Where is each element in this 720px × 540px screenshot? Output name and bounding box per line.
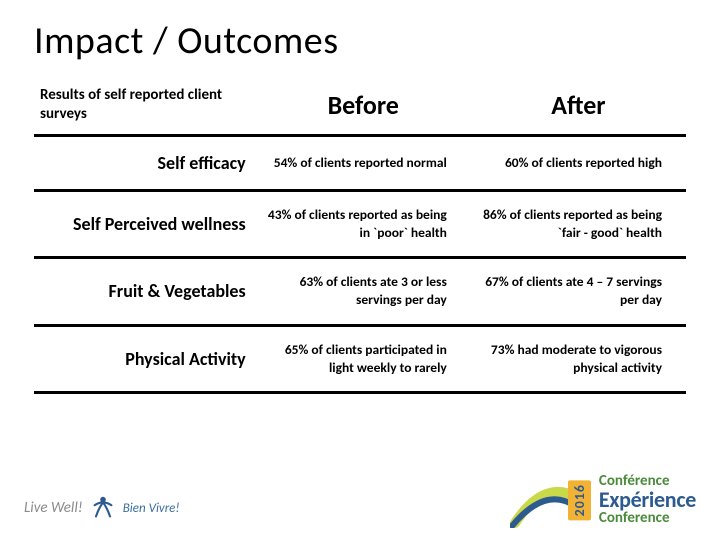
table-header-row: Results of self reported client surveys …: [34, 78, 686, 135]
cell-after: 73% had moderate to vigorous physical ac…: [471, 325, 686, 392]
header-after: After: [471, 78, 686, 135]
logo-live-well: Live Well! Bien Vivre!: [24, 494, 180, 522]
row-label: Self Perceived wellness: [34, 190, 256, 257]
table-body: Self efficacy54% of clients reported nor…: [34, 135, 686, 393]
table-row: Self efficacy54% of clients reported nor…: [34, 135, 686, 190]
cell-before: 54% of clients reported normal: [256, 135, 471, 190]
bien-vivre-text: Bien Vivre!: [123, 501, 180, 516]
header-before: Before: [256, 78, 471, 135]
cell-after: 67% of clients ate 4 – 7 servings per da…: [471, 258, 686, 325]
conference-year: 2016: [568, 480, 591, 520]
cell-before: 65% of clients participated in light wee…: [256, 325, 471, 392]
conference-line2: Expérience: [599, 489, 696, 511]
table-row: Self Perceived wellness43% of clients re…: [34, 190, 686, 257]
table-row: Physical Activity65% of clients particip…: [34, 325, 686, 392]
outcomes-table-wrap: Results of self reported client surveys …: [0, 64, 720, 394]
cell-after: 60% of clients reported high: [471, 135, 686, 190]
conference-line3: Conference: [599, 511, 696, 526]
table-row: Fruit & Vegetables63% of clients ate 3 o…: [34, 258, 686, 325]
live-well-text: Live Well!: [24, 499, 83, 517]
header-rowlabel: Results of self reported client surveys: [34, 78, 256, 135]
cell-before: 63% of clients ate 3 or less servings pe…: [256, 258, 471, 325]
person-icon: [89, 494, 117, 522]
outcomes-table: Results of self reported client surveys …: [34, 78, 686, 394]
logo-conference: 2016 Conférence Expérience Conference: [568, 474, 696, 526]
row-label: Fruit & Vegetables: [34, 258, 256, 325]
footer: Live Well! Bien Vivre! 2016 Conférence E…: [0, 466, 720, 528]
cell-before: 43% of clients reported as being in `poo…: [256, 190, 471, 257]
row-label: Physical Activity: [34, 325, 256, 392]
cell-after: 86% of clients reported as being `fair -…: [471, 190, 686, 257]
row-label: Self efficacy: [34, 135, 256, 190]
slide-title: Impact / Outcomes: [0, 0, 720, 64]
